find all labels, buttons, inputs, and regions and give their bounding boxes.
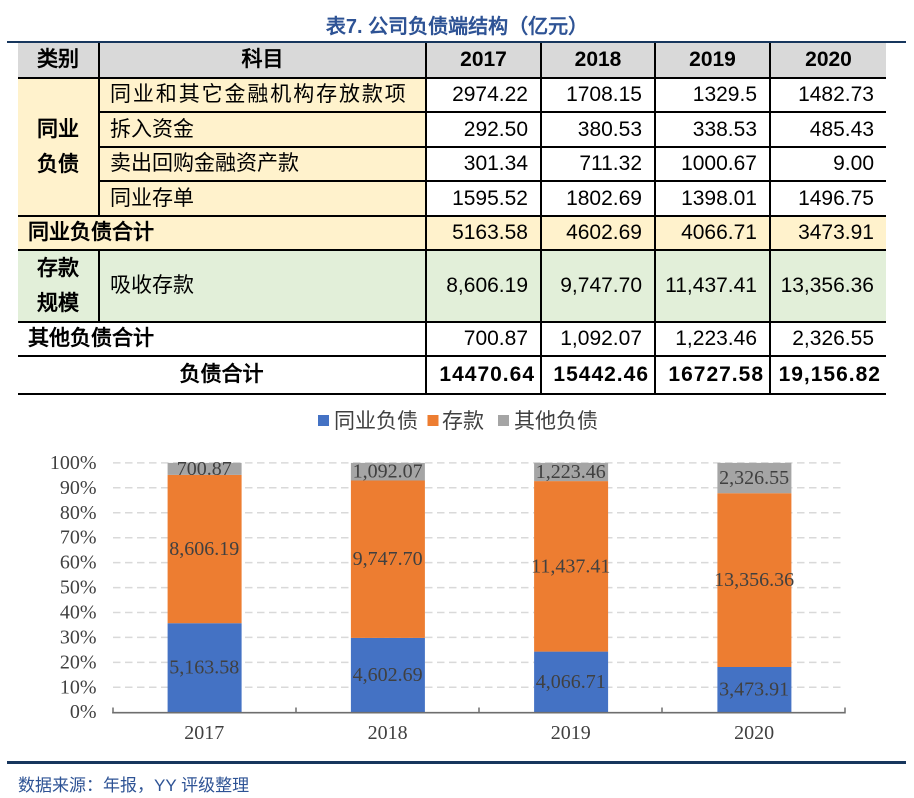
svg-text:20%: 20% <box>60 651 97 673</box>
svg-text:3,473.91: 3,473.91 <box>719 679 789 701</box>
svg-text:其他负债: 其他负债 <box>514 409 598 433</box>
svg-text:9,747.70: 9,747.70 <box>353 548 423 570</box>
svg-text:存款: 存款 <box>442 409 484 433</box>
svg-text:1,223.46: 1,223.46 <box>536 461 606 483</box>
svg-text:100%: 100% <box>50 452 97 474</box>
svg-text:40%: 40% <box>60 602 97 624</box>
svg-text:2018: 2018 <box>368 722 408 744</box>
svg-text:2,326.55: 2,326.55 <box>719 467 789 489</box>
svg-text:5,163.58: 5,163.58 <box>169 657 239 679</box>
svg-text:1,092.07: 1,092.07 <box>353 461 423 483</box>
svg-text:700.87: 700.87 <box>177 458 232 480</box>
svg-text:80%: 80% <box>60 502 97 524</box>
svg-text:8,606.19: 8,606.19 <box>169 538 239 560</box>
svg-text:11,437.41: 11,437.41 <box>531 555 610 577</box>
svg-text:同业负债: 同业负债 <box>334 409 418 433</box>
svg-text:90%: 90% <box>60 477 97 499</box>
svg-text:70%: 70% <box>60 527 97 549</box>
svg-text:30%: 30% <box>60 626 97 648</box>
svg-text:0%: 0% <box>70 701 97 723</box>
svg-text:4,066.71: 4,066.71 <box>536 671 606 693</box>
svg-text:13,356.36: 13,356.36 <box>714 569 794 591</box>
svg-text:2019: 2019 <box>551 722 591 744</box>
svg-text:4,602.69: 4,602.69 <box>353 664 423 686</box>
svg-text:50%: 50% <box>60 577 97 599</box>
svg-text:2020: 2020 <box>734 722 774 744</box>
svg-text:10%: 10% <box>60 676 97 698</box>
svg-text:60%: 60% <box>60 552 97 574</box>
svg-text:2017: 2017 <box>184 722 224 744</box>
